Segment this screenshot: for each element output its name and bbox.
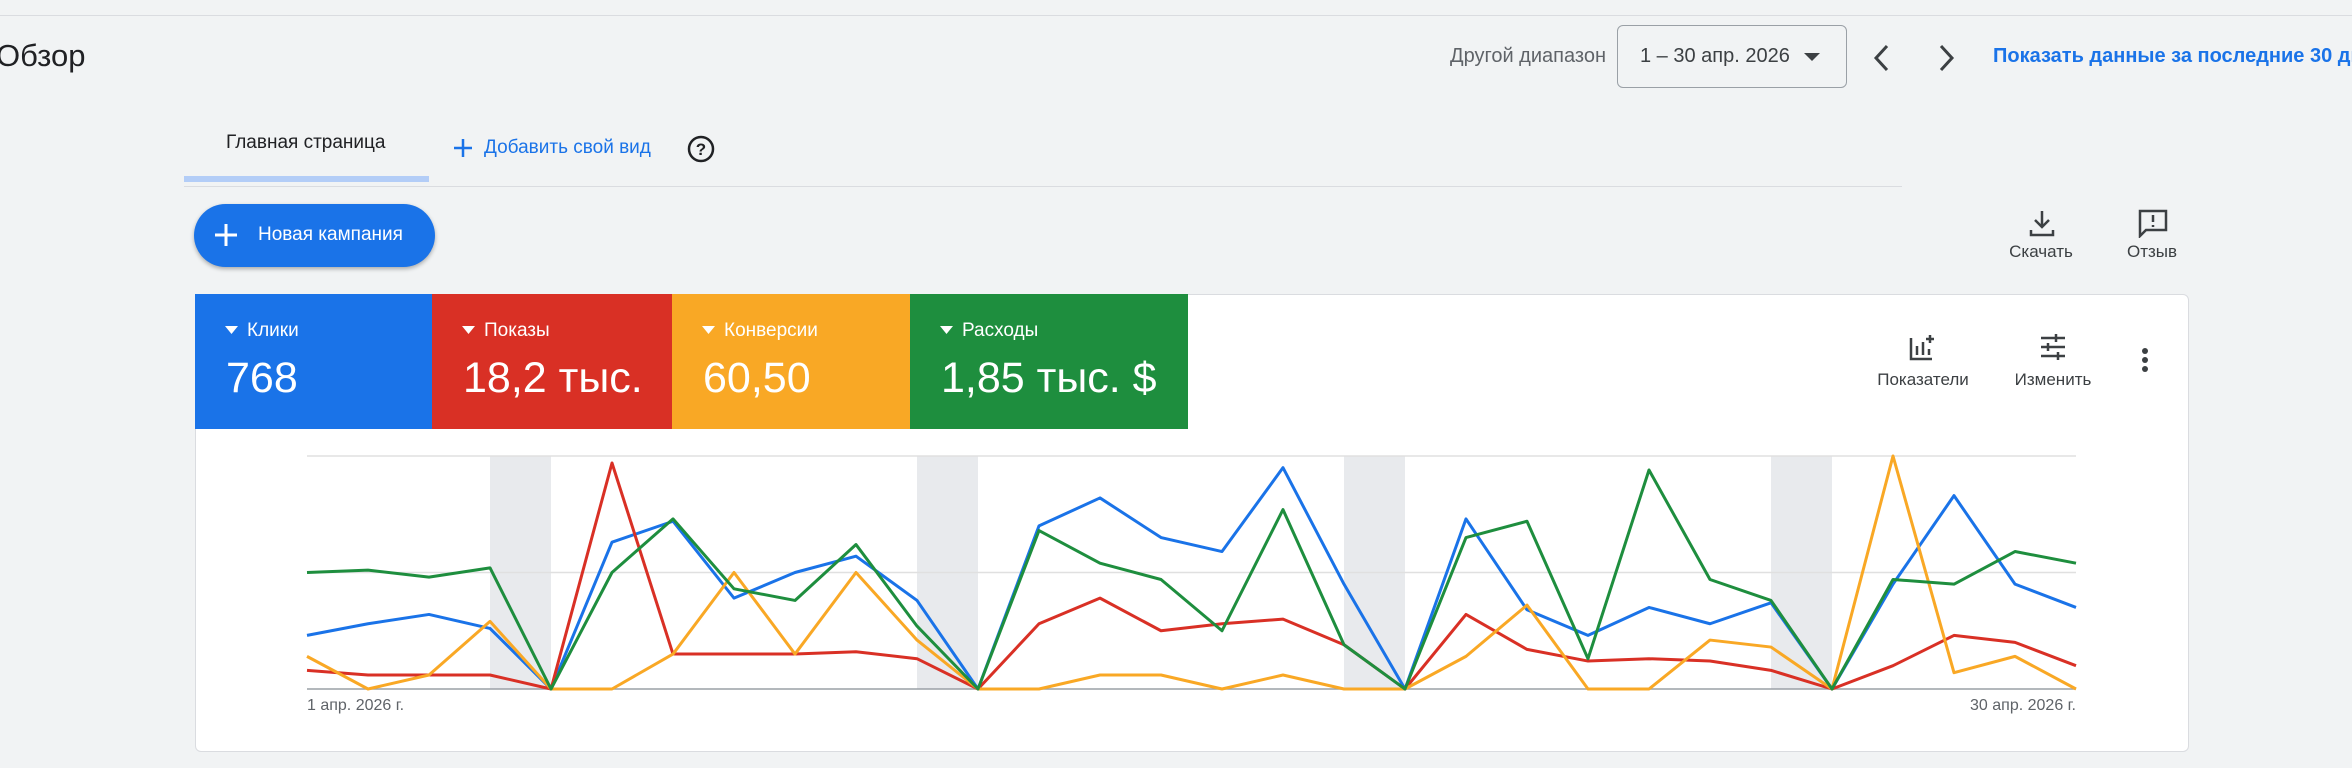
series-line: [306, 454, 2077, 691]
metric-value: 18,2 тыс.: [463, 354, 643, 402]
metric-value: 768: [226, 354, 298, 402]
download-icon[interactable]: [2027, 208, 2057, 238]
x-tick-label: 30 апр. 2026 г.: [1970, 697, 2076, 714]
metric-value: 60,50: [703, 354, 811, 402]
divider: [0, 15, 2352, 16]
x-tick-label: 1 апр. 2026 г.: [307, 697, 404, 714]
tab-divider: [184, 186, 1902, 187]
metric-tile[interactable]: [432, 294, 672, 429]
svg-text:?: ?: [696, 140, 706, 159]
dropdown-arrow: [462, 326, 475, 334]
dropdown-arrow: [1804, 53, 1820, 61]
download-label[interactable]: Скачать: [2009, 242, 2073, 261]
series-line: [306, 461, 2077, 691]
metric-name: Клики: [247, 320, 299, 341]
metrics-icon[interactable]: [1908, 332, 1938, 362]
dropdown-arrow: [225, 326, 238, 334]
date-picker[interactable]: 1 – 30 апр. 2026: [1617, 25, 1847, 88]
metric-name: Расходы: [962, 320, 1039, 341]
plus-icon: [215, 224, 237, 246]
metric-name: Показы: [484, 320, 550, 341]
series-line: [306, 468, 2077, 691]
next-button[interactable]: [1936, 44, 1956, 72]
metric-tile[interactable]: [672, 294, 910, 429]
metric-tile[interactable]: [195, 294, 432, 429]
tab-indicator: [184, 176, 429, 182]
range-label: Другой диапазон: [1450, 45, 1606, 67]
metrics-label[interactable]: Показатели: [1877, 370, 1969, 389]
feedback-label[interactable]: Отзыв: [2126, 242, 2178, 261]
metric-value: 1,85 тыс. $: [941, 354, 1157, 402]
metric-tile[interactable]: [910, 294, 1188, 429]
feedback-icon[interactable]: [2137, 208, 2169, 238]
tab-home[interactable]: Главная страница: [226, 132, 386, 153]
new-campaign-label: Новая кампания: [258, 224, 403, 245]
help-icon[interactable]: ?: [686, 134, 716, 164]
page-title: Обзор: [0, 38, 86, 73]
last-30-days-link[interactable]: Показать данные за последние 30 дней: [1993, 45, 2352, 67]
date-range: 1 – 30 апр. 2026: [1640, 45, 1790, 67]
prev-button[interactable]: [1872, 44, 1892, 72]
adjust-icon[interactable]: [2038, 332, 2068, 362]
add-view[interactable]: Добавить свой вид: [484, 137, 651, 158]
metric-name: Конверсии: [724, 320, 818, 341]
more-menu[interactable]: [2140, 347, 2150, 377]
dropdown-arrow: [702, 326, 715, 334]
edit-label[interactable]: Изменить: [2014, 370, 2092, 389]
plus-icon: [454, 139, 472, 157]
dropdown-arrow: [940, 326, 953, 334]
